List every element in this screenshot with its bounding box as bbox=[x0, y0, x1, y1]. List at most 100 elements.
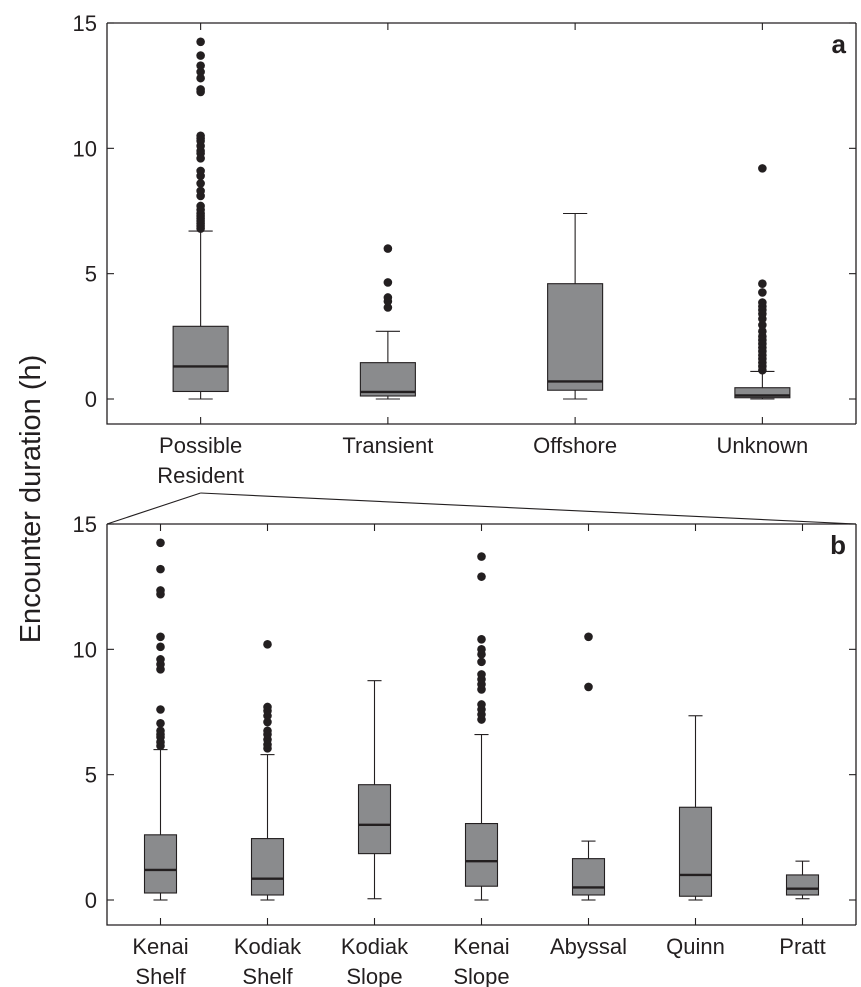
iqr-box bbox=[357, 784, 392, 855]
outlier-point bbox=[196, 61, 205, 70]
y-tick-label: 0 bbox=[85, 888, 97, 913]
iqr-box bbox=[359, 362, 416, 397]
outlier-point bbox=[196, 131, 205, 141]
category-label: Kodiak Shelf bbox=[234, 934, 302, 987]
category-label: Pratt bbox=[779, 934, 825, 959]
category-label: Possible Resident bbox=[157, 433, 244, 488]
outlier-point bbox=[477, 657, 486, 667]
category-label-line: Slope bbox=[453, 964, 509, 987]
outlier-point bbox=[584, 632, 593, 642]
outlier-point bbox=[477, 670, 486, 679]
category-label-line: Kenai bbox=[453, 934, 509, 959]
category-label: Offshore bbox=[533, 433, 617, 458]
iqr-box bbox=[571, 858, 606, 896]
y-tick-label: 0 bbox=[85, 387, 97, 412]
y-tick-label: 10 bbox=[73, 637, 97, 662]
outlier-point bbox=[758, 320, 767, 330]
outlier-point bbox=[156, 632, 165, 642]
outlier-point bbox=[477, 572, 486, 581]
outlier-point bbox=[156, 564, 165, 574]
outlier-point bbox=[156, 538, 165, 548]
outlier-point bbox=[477, 635, 486, 644]
category-label-line: Transient bbox=[342, 433, 433, 458]
outlier-point bbox=[477, 552, 486, 561]
outlier-point bbox=[383, 244, 393, 253]
zoom-connector-lines bbox=[106, 492, 857, 525]
outlier-point bbox=[196, 166, 205, 176]
panel-a-resident-types: 0 5 10 15 Possible Resident Transient Offshore U… bbox=[73, 11, 857, 488]
panel-letter: b bbox=[830, 530, 846, 560]
y-tick-label: 5 bbox=[85, 763, 97, 788]
outlier-point bbox=[196, 85, 205, 94]
iqr-box bbox=[785, 874, 820, 896]
iqr-box bbox=[464, 822, 499, 887]
outlier-point bbox=[156, 726, 165, 736]
outlier-point bbox=[196, 37, 205, 47]
outlier-point bbox=[156, 586, 165, 595]
category-label: Unknown bbox=[717, 433, 809, 458]
iqr-box bbox=[143, 834, 178, 894]
axis-frame bbox=[106, 23, 856, 425]
zoom-line-left bbox=[106, 492, 201, 525]
category-label: Transient bbox=[342, 433, 433, 458]
y-axis-label: Encounter duration (h) bbox=[15, 355, 47, 644]
outlier-point bbox=[196, 201, 205, 211]
category-label-line: Offshore bbox=[533, 433, 617, 458]
category-label-line: Shelf bbox=[135, 964, 186, 987]
iqr-box bbox=[734, 387, 791, 399]
outlier-point bbox=[156, 655, 165, 664]
outlier-point bbox=[263, 717, 272, 727]
iqr-box bbox=[547, 283, 604, 391]
outlier-point bbox=[156, 642, 165, 652]
outlier-point bbox=[383, 303, 393, 312]
category-label: Kenai Shelf bbox=[132, 934, 188, 987]
zoom-line-right bbox=[200, 492, 857, 525]
category-label: Kenai Slope bbox=[453, 934, 509, 987]
outlier-point bbox=[156, 718, 165, 728]
outlier-point bbox=[196, 186, 205, 196]
outlier-point bbox=[383, 293, 393, 302]
category-label: Kodiak Slope bbox=[341, 934, 409, 987]
category-label-line: Quinn bbox=[666, 934, 725, 959]
iqr-box bbox=[678, 806, 713, 897]
outlier-point bbox=[263, 640, 272, 649]
outlier-point bbox=[758, 164, 767, 173]
outlier-point bbox=[263, 726, 272, 736]
outlier-point bbox=[758, 298, 767, 307]
panel-letter: a bbox=[832, 29, 847, 59]
y-tick-label: 15 bbox=[73, 512, 97, 537]
y-tick-label: 15 bbox=[73, 11, 97, 36]
outlier-point bbox=[758, 288, 767, 297]
outlier-point bbox=[383, 278, 393, 287]
outlier-point bbox=[196, 67, 205, 77]
outlier-point bbox=[196, 179, 205, 188]
iqr-box bbox=[172, 325, 229, 393]
outlier-point bbox=[263, 702, 272, 712]
outlier-point bbox=[758, 279, 767, 288]
category-label: Quinn bbox=[666, 934, 725, 959]
category-label-line: Kodiak bbox=[234, 934, 302, 959]
category-label-line: Shelf bbox=[242, 964, 293, 987]
axis-frame bbox=[106, 524, 856, 926]
y-tick-label: 10 bbox=[73, 136, 97, 161]
outlier-point bbox=[758, 327, 767, 336]
y-tick-label: 5 bbox=[85, 262, 97, 287]
outlier-point bbox=[196, 51, 205, 60]
category-label-line: Resident bbox=[157, 463, 244, 488]
category-label-line: Kenai bbox=[132, 934, 188, 959]
outlier-point bbox=[477, 645, 486, 654]
outlier-point bbox=[477, 700, 486, 709]
outlier-point bbox=[156, 705, 165, 714]
category-label: Abyssal bbox=[550, 934, 627, 959]
category-label-line: Abyssal bbox=[550, 934, 627, 959]
category-label-line: Possible bbox=[159, 433, 242, 458]
category-label-line: Pratt bbox=[779, 934, 825, 959]
outlier-point bbox=[584, 682, 593, 692]
category-label-line: Unknown bbox=[717, 433, 809, 458]
category-label-line: Kodiak bbox=[341, 934, 409, 959]
iqr-box bbox=[250, 838, 285, 896]
category-label-line: Slope bbox=[346, 964, 402, 987]
outlier-point bbox=[196, 73, 205, 83]
